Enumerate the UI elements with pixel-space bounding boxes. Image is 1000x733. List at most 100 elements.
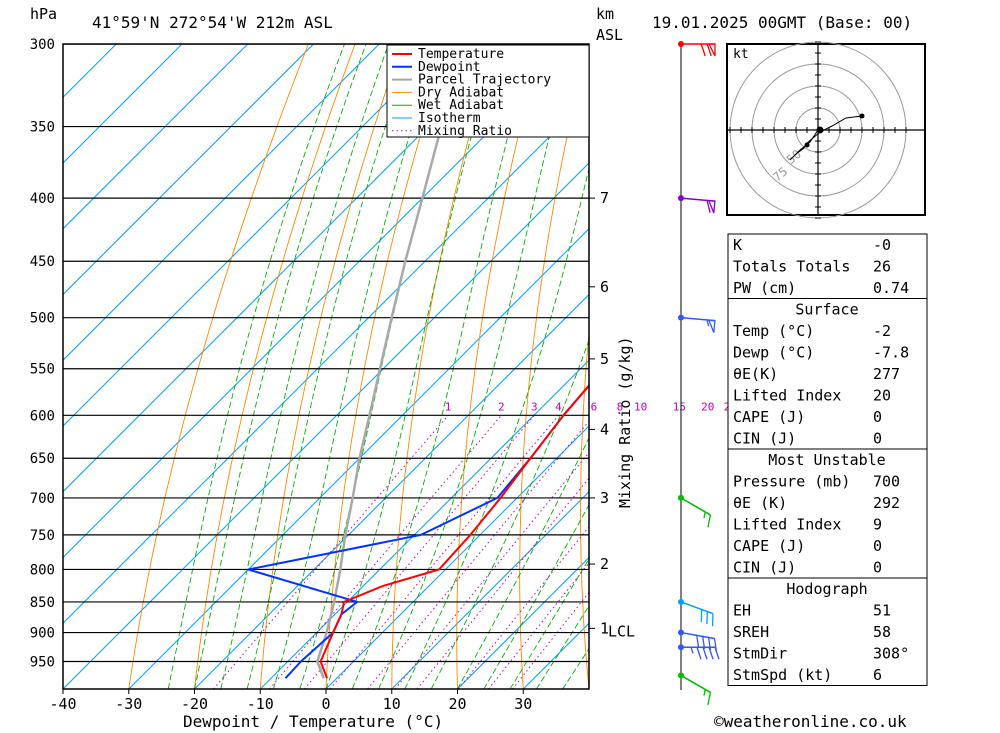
wet-adiabat-line: [404, 166, 589, 689]
pressure-tick-label: 950: [30, 655, 55, 671]
index-value: 58: [873, 623, 891, 641]
index-value: 9: [873, 516, 882, 534]
wind-barb-pennant: [707, 199, 716, 214]
hodograph-unit: kt: [733, 47, 749, 62]
index-value: 6: [873, 666, 882, 684]
pressure-axis: 300 350 400 450 500 550 600 650 700 750 800 850 900 9…: [30, 37, 55, 671]
km-tick-label: 2: [600, 555, 609, 573]
dry-adiabat-line: [697, 44, 728, 689]
mixing-ratio-label: 20: [701, 400, 714, 413]
legend-box: [386, 44, 590, 138]
mixing-ratio-label: 4: [555, 400, 562, 413]
pressure-tick-label: 500: [30, 311, 55, 327]
datetime-title: 19.01.2025 00GMT (Base: 00): [652, 13, 912, 32]
pressure-tick-label: 550: [30, 362, 55, 378]
x-axis-label: Dewpoint / Temperature (°C): [183, 712, 443, 731]
index-label: EH: [733, 602, 751, 620]
wind-barb-flag: [700, 43, 706, 57]
index-value: 308°: [873, 645, 909, 663]
wind-barb: [678, 314, 716, 333]
index-label: Lifted Index: [733, 387, 841, 405]
wind-barb-flag: [708, 647, 714, 660]
hodograph-trace: [789, 115, 863, 161]
profile-lines: [247, 44, 589, 679]
wind-barb-half-flag: [703, 511, 706, 519]
surface-section-title: Surface: [795, 301, 858, 319]
indices-section-box: [727, 577, 928, 686]
wind-barb-flag: [706, 43, 712, 57]
isotherm-line: [63, 44, 446, 427]
index-label: StmDir: [733, 645, 787, 663]
wind-barb-shaft: [680, 497, 711, 516]
wind-barb: [678, 644, 720, 660]
index-value: 0: [873, 559, 882, 577]
wind-profile: [678, 41, 720, 705]
mixing-ratio-label: 1: [445, 400, 452, 413]
isotherm-line: [63, 44, 183, 164]
index-label: Dewp (°C): [733, 344, 814, 362]
index-value: 700: [873, 473, 900, 491]
dry-adiabat-line: [456, 44, 542, 689]
legend-item: Mixing Ratio: [418, 124, 512, 139]
mixing-ratio-line: [457, 525, 589, 689]
wet-adiabat-line: [457, 436, 589, 689]
mixing-ratio-line: [329, 414, 559, 689]
pressure-tick-label: 850: [30, 595, 55, 611]
isotherm-line: [63, 44, 249, 230]
isotherm-line: [63, 44, 117, 98]
pressure-tick-label: 450: [30, 254, 55, 270]
wind-barb-half-flag: [706, 319, 710, 327]
wind-barb-shaft: [680, 601, 714, 615]
pressure-tick-label: 350: [30, 120, 55, 136]
wind-barb-flag: [707, 692, 712, 705]
index-label: StmSpd (kt): [733, 666, 832, 684]
wind-barb: [678, 494, 712, 528]
temperature-tick-label: 30: [514, 695, 532, 713]
mixing-ratio-line: [304, 414, 535, 689]
temperature-tick-label: 10: [383, 695, 401, 713]
indices-table: K -0 Totals Totals 26 PW (cm) 0.74 Surface Temp…: [727, 233, 928, 686]
dry-adiabat-line: [959, 44, 1000, 689]
km-tick-label: 6: [600, 278, 609, 296]
index-value: 0: [873, 430, 882, 448]
isotherm-line: [63, 44, 512, 493]
mixing-ratio-axis-label: Mixing Ratio (g/kg): [616, 336, 634, 508]
temperature-tick-label: -10: [247, 695, 274, 713]
km-unit-label: km: [596, 5, 614, 23]
pressure-tick-label: 800: [30, 562, 55, 578]
isotherm-line: [63, 44, 577, 559]
wind-barb: [678, 41, 716, 57]
wind-barb-flag: [702, 647, 708, 660]
temperature-line: [319, 384, 589, 679]
index-label: θE (K): [733, 494, 787, 512]
legend-item: Parcel Trajectory: [418, 73, 551, 88]
wind-barb: [678, 195, 716, 214]
copyright: ©weatheronline.co.uk: [714, 712, 907, 731]
mixing-ratio-labels: 12346810152025: [445, 400, 737, 413]
pressure-tick-label: 300: [30, 37, 55, 53]
dry-adiabat-line: [194, 44, 356, 689]
pressure-tick-label: 400: [30, 191, 55, 207]
pressure-tick-label: 600: [30, 408, 55, 424]
dry-adiabat-line: [325, 44, 449, 689]
km-tick-label: 4: [600, 420, 609, 438]
isotherm-line: [128, 228, 589, 689]
pressure-tick-label: 750: [30, 528, 55, 544]
temperature-axis: -40 -30 -20 -10 0 10 20 30: [49, 689, 532, 713]
index-value: 0.74: [873, 279, 909, 297]
mixing-ratio-line: [416, 477, 589, 689]
mixing-ratio-label: 10: [634, 400, 647, 413]
wind-barb-half-flag: [703, 689, 706, 696]
wet-adiabat-line: [167, 44, 345, 689]
hodograph-point: [859, 113, 865, 119]
km-tick-label: 3: [600, 489, 609, 507]
isotherm-line: [391, 491, 589, 689]
hpa-unit-label: hPa: [30, 5, 57, 23]
legend-item: Dewpoint: [418, 60, 481, 75]
index-value: -7.8: [873, 344, 909, 362]
temperature-tick-label: -20: [181, 695, 208, 713]
